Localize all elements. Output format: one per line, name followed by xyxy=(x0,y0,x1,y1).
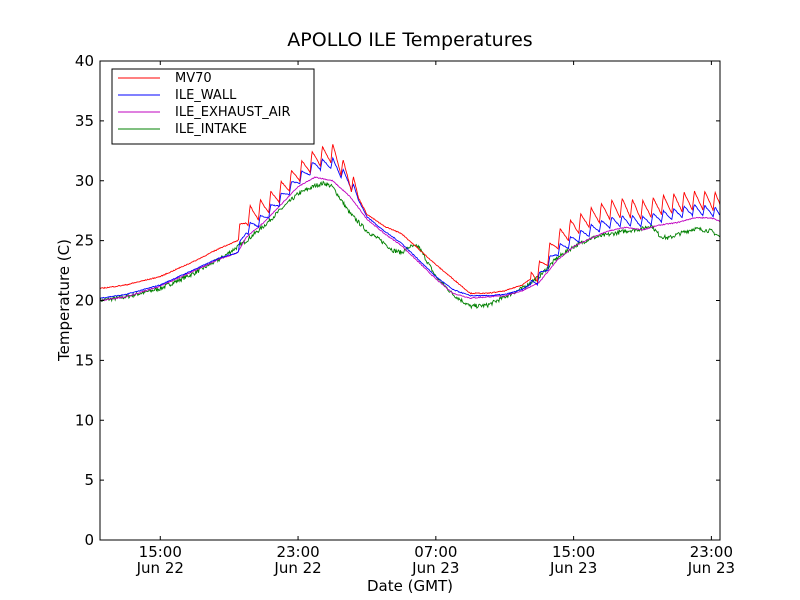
series-layer xyxy=(99,144,721,310)
y-axis-label: Temperature (C) xyxy=(55,239,73,362)
x-tick-label-date: Jun 23 xyxy=(549,559,597,577)
x-tick-label-date: Jun 23 xyxy=(411,559,459,577)
x-tick-label-time: 15:00 xyxy=(139,543,182,561)
x-tick-label-date: Jun 22 xyxy=(136,559,184,577)
y-tick-label: 10 xyxy=(75,411,94,429)
x-axis-label: Date (GMT) xyxy=(367,577,453,595)
legend: MV70 ILE_WALL ILE_EXHAUST_AIR ILE_INTAKE xyxy=(111,68,315,145)
legend-label: ILE_WALL xyxy=(175,88,237,103)
y-tick-label: 30 xyxy=(75,172,94,190)
x-tick-label-time: 15:00 xyxy=(552,543,595,561)
y-tick-label: 20 xyxy=(75,292,94,310)
y-tick-label: 15 xyxy=(75,351,94,369)
legend-label: ILE_INTAKE xyxy=(175,122,247,137)
x-tick-label-date: Jun 23 xyxy=(687,559,735,577)
y-tick-label: 0 xyxy=(84,531,94,549)
y-tick-label: 25 xyxy=(75,232,94,250)
y-tick-label: 5 xyxy=(84,471,94,489)
series-line-ile-exhaust-air xyxy=(99,176,721,302)
legend-label: MV70 xyxy=(175,71,212,86)
y-tick-label: 35 xyxy=(75,112,94,130)
legend-box xyxy=(111,68,315,145)
x-tick-label-time: 23:00 xyxy=(276,543,319,561)
chart-title: APOLLO ILE Temperatures xyxy=(287,29,532,51)
series-line-ile-wall xyxy=(99,156,721,299)
x-tick-label-date: Jun 22 xyxy=(273,559,321,577)
y-axis: 0 5 10 15 20 25 30 35 40 xyxy=(75,52,720,549)
series-line-ile-intake xyxy=(99,180,721,310)
x-tick-label-time: 23:00 xyxy=(690,543,733,561)
x-tick-label-time: 07:00 xyxy=(414,543,457,561)
series-line-mv70 xyxy=(99,144,721,295)
y-tick-label: 40 xyxy=(75,52,94,70)
legend-label: ILE_EXHAUST_AIR xyxy=(175,105,291,120)
